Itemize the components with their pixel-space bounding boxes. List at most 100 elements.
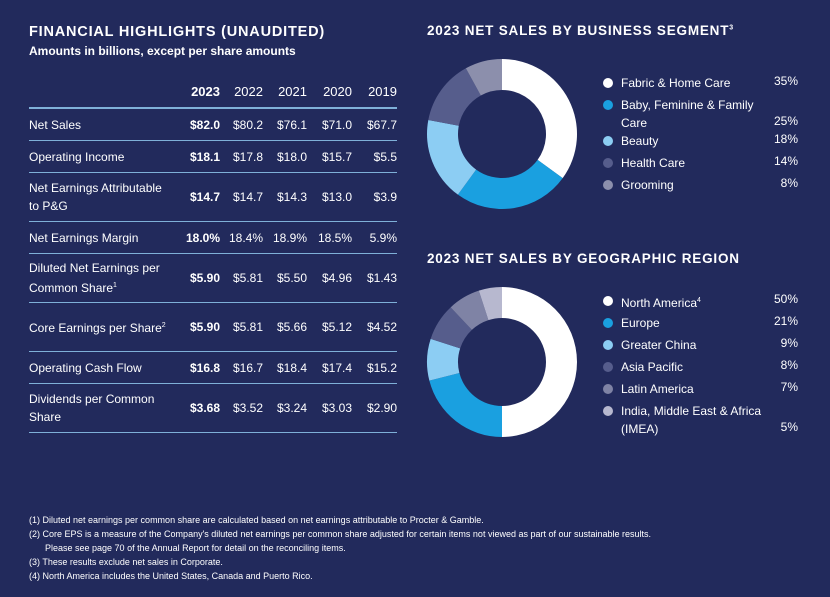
cell-value: $3.68 bbox=[175, 383, 220, 433]
cell-value: $5.12 bbox=[307, 302, 352, 352]
legend-label: India, Middle East & Africa (IMEA) bbox=[621, 404, 762, 436]
legend-item-baby-feminine-family-care: Baby, Feminine & Family Care 25% bbox=[603, 96, 798, 132]
year-header: 2023 bbox=[175, 84, 220, 109]
row-label: Net Earnings Attributable to P&G bbox=[29, 172, 175, 222]
cell-value: $82.0 bbox=[175, 108, 220, 141]
cell-value: $18.0 bbox=[263, 140, 307, 173]
cell-value: $5.50 bbox=[263, 253, 307, 303]
financial-subtitle: Amounts in billions, except per share am… bbox=[29, 44, 296, 58]
legend-label: Beauty bbox=[621, 134, 659, 148]
legend-label: Baby, Feminine & Family Care bbox=[621, 98, 754, 130]
cell-value: $5.5 bbox=[352, 140, 397, 173]
financial-title: FINANCIAL HIGHLIGHTS (UNAUDITED) bbox=[29, 24, 325, 40]
legend-value: 14% bbox=[773, 154, 798, 168]
footnotes: (1) Diluted net earnings per common shar… bbox=[29, 513, 651, 583]
footnote-ref: 3 bbox=[729, 24, 734, 32]
cell-value: $4.52 bbox=[352, 302, 397, 352]
region-chart-title: 2023 NET SALES BY GEOGRAPHIC REGION bbox=[427, 251, 740, 266]
cell-value: $3.52 bbox=[220, 383, 263, 433]
table-row: Net Sales $82.0 $80.2 $76.1 $71.0 $67.7 bbox=[29, 108, 397, 141]
legend-swatch bbox=[603, 296, 613, 306]
cell-value: $3.9 bbox=[352, 172, 397, 222]
legend-label: Grooming bbox=[621, 178, 674, 192]
footnote: (4) North America includes the United St… bbox=[29, 571, 313, 581]
cell-value: $1.43 bbox=[352, 253, 397, 303]
year-header: 2019 bbox=[352, 84, 397, 109]
region-legend: North America4 50% Europe 21% Greater China 9… bbox=[603, 292, 798, 438]
legend-item-fabric-home-care: Fabric & Home Care 35% bbox=[603, 74, 798, 96]
region-donut-chart bbox=[427, 287, 577, 437]
segment-legend: Fabric & Home Care 35% Baby, Feminine & Fa… bbox=[603, 74, 798, 198]
cell-value: 18.4% bbox=[220, 221, 263, 254]
cell-value: $5.81 bbox=[220, 253, 263, 303]
cell-value: $80.2 bbox=[220, 108, 263, 141]
legend-label: Fabric & Home Care bbox=[621, 76, 731, 90]
cell-value: 5.9% bbox=[352, 221, 397, 254]
legend-swatch bbox=[603, 406, 613, 416]
cell-value: $67.7 bbox=[352, 108, 397, 141]
cell-value: 18.5% bbox=[307, 221, 352, 254]
legend-item-grooming: Grooming 8% bbox=[603, 176, 798, 198]
segment-donut-chart bbox=[427, 59, 577, 209]
row-label-text: Diluted Net Earnings per Common Share bbox=[29, 261, 160, 295]
row-label: Dividends per Common Share bbox=[29, 383, 175, 433]
cell-value: $76.1 bbox=[263, 108, 307, 141]
footnote-ref: 2 bbox=[161, 322, 166, 329]
cell-value: $14.3 bbox=[263, 172, 307, 222]
row-label-text: Core Earnings per Share bbox=[29, 321, 162, 335]
cell-value: $18.4 bbox=[263, 351, 307, 384]
cell-value: $4.96 bbox=[307, 253, 352, 303]
legend-swatch bbox=[603, 384, 613, 394]
donut-slice-baby-feminine-family-care bbox=[457, 159, 563, 209]
table-row: Diluted Net Earnings per Common Share1 $… bbox=[29, 253, 397, 303]
donut-slice-health-care bbox=[428, 68, 481, 126]
donut-slice-fabric-home-care bbox=[502, 59, 577, 179]
legend-label: Europe bbox=[621, 316, 660, 330]
table-row: Core Earnings per Share2 $5.90 $5.81 $5.… bbox=[29, 302, 397, 352]
legend-swatch bbox=[603, 136, 613, 146]
financial-table: 2023 2022 2021 2020 2019 Net Sales $82.0… bbox=[29, 84, 397, 433]
legend-value: 35% bbox=[773, 74, 798, 88]
row-label: Operating Cash Flow bbox=[29, 351, 175, 384]
row-label: Operating Income bbox=[29, 140, 175, 173]
footnote: Please see page 70 of the Annual Report … bbox=[45, 543, 346, 553]
legend-item-greater-china: Greater China 9% bbox=[603, 336, 798, 358]
cell-value: $14.7 bbox=[220, 172, 263, 222]
legend-item-latin-america: Latin America 7% bbox=[603, 380, 798, 402]
legend-item-europe: Europe 21% bbox=[603, 314, 798, 336]
cell-value: $13.0 bbox=[307, 172, 352, 222]
legend-value: 8% bbox=[780, 176, 798, 190]
cell-value: $17.8 bbox=[220, 140, 263, 173]
legend-item-north-america: North America4 50% bbox=[603, 292, 798, 314]
legend-value: 18% bbox=[773, 132, 798, 146]
legend-item-asia-pacific: Asia Pacific 8% bbox=[603, 358, 798, 380]
cell-value: $16.7 bbox=[220, 351, 263, 384]
legend-swatch bbox=[603, 340, 613, 350]
footnote-ref: 4 bbox=[697, 297, 701, 304]
legend-value: 9% bbox=[780, 336, 798, 350]
legend-value: 21% bbox=[773, 314, 798, 328]
legend-value: 50% bbox=[773, 292, 798, 306]
legend-value: 8% bbox=[780, 358, 798, 372]
donut-slice-beauty bbox=[427, 119, 477, 195]
row-label: Diluted Net Earnings per Common Share1 bbox=[29, 253, 175, 303]
legend-item-india-middle-east-africa-imea: India, Middle East & Africa (IMEA) 5% bbox=[603, 402, 798, 438]
cell-value: $14.7 bbox=[175, 172, 220, 222]
legend-swatch bbox=[603, 158, 613, 168]
table-row: Net Earnings Attributable to P&G $14.7 $… bbox=[29, 172, 397, 222]
legend-swatch bbox=[603, 318, 613, 328]
cell-value: $5.90 bbox=[175, 302, 220, 352]
segment-title-text: 2023 NET SALES BY BUSINESS SEGMENT bbox=[427, 23, 730, 38]
donut-slice-india-middle-east-africa-imea bbox=[478, 287, 502, 321]
row-label: Net Earnings Margin bbox=[29, 221, 175, 254]
table-header-row: 2023 2022 2021 2020 2019 bbox=[29, 84, 397, 109]
cell-value: $5.81 bbox=[220, 302, 263, 352]
table-row: Operating Income $18.1 $17.8 $18.0 $15.7… bbox=[29, 140, 397, 173]
donut-slice-asia-pacific bbox=[430, 307, 472, 349]
footnote: (2) Core EPS is a measure of the Company… bbox=[29, 529, 652, 539]
table-row: Operating Cash Flow $16.8 $16.7 $18.4 $1… bbox=[29, 351, 397, 384]
donut-slice-europe bbox=[429, 372, 502, 437]
year-spacer bbox=[29, 84, 175, 109]
legend-value: 7% bbox=[780, 380, 798, 394]
legend-item-beauty: Beauty 18% bbox=[603, 132, 798, 154]
